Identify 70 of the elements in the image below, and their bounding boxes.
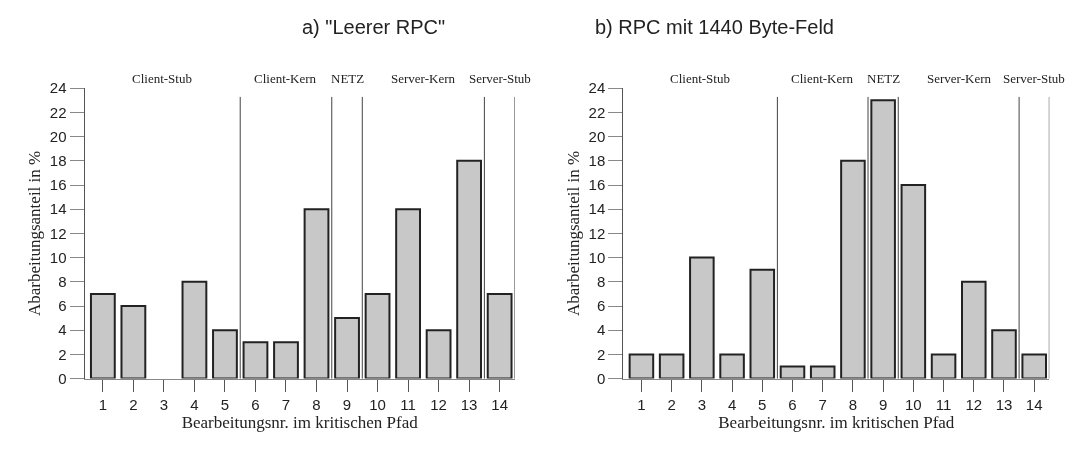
- y-tick-label: 20: [588, 127, 606, 145]
- x-tick-label: 2: [667, 395, 676, 413]
- y-tick-label: 6: [596, 297, 606, 315]
- y-tick-label: 22: [49, 103, 67, 121]
- x-tick-label: 6: [251, 395, 260, 413]
- x-tick-label: 7: [818, 395, 827, 413]
- y-axis-title: Abarbeitungsanteil in %: [25, 150, 45, 317]
- x-tick-label: 11: [400, 395, 416, 413]
- y-tick-label: 10: [49, 248, 67, 266]
- x-axis-title: Bearbeitungsnr. im kritischen Pfad: [181, 413, 419, 432]
- x-tick-label: 14: [491, 395, 508, 413]
- x-tick-label: 1: [637, 395, 646, 413]
- y-tick-label: 18: [588, 152, 606, 170]
- x-tick-label: 13: [995, 395, 1013, 413]
- x-axis-title: Bearbeitungsnr. im kritischen Pfad: [718, 413, 955, 432]
- x-tick-label: 10: [369, 395, 386, 413]
- x-tick-label: 13: [460, 395, 478, 413]
- text: Server-Stub: [469, 71, 531, 86]
- y-tick-label: 16: [49, 176, 67, 194]
- y-tick-label: 4: [58, 321, 67, 339]
- y-tick-label: 20: [49, 127, 67, 145]
- x-tick-label: 8: [312, 395, 321, 413]
- x-tick-label: 3: [159, 395, 169, 413]
- x-tick-label: 14: [1025, 395, 1043, 413]
- x-tick-label: 4: [727, 395, 737, 413]
- y-tick-label: 22: [588, 103, 606, 121]
- y-tick-label: 12: [49, 224, 67, 242]
- x-tick-label: 10: [905, 395, 922, 413]
- y-tick-label: 0: [596, 369, 606, 387]
- y-tick-label: 2: [596, 345, 606, 363]
- x-tick-label: 5: [220, 395, 230, 413]
- x-tick-label: 9: [342, 395, 352, 413]
- y-tick-label: 4: [596, 321, 606, 339]
- x-tick-label: 7: [281, 395, 291, 413]
- y-tick-label: 16: [588, 176, 606, 194]
- y-tick-label: 14: [588, 200, 606, 218]
- y-tick-label: 24: [49, 79, 67, 97]
- text: Client-Stub: [670, 71, 730, 86]
- y-tick-label: 8: [58, 273, 67, 291]
- y-tick-label: 18: [49, 152, 67, 170]
- y-tick-label: 14: [49, 200, 67, 218]
- x-tick-label: 1: [98, 395, 108, 413]
- x-tick-label: 6: [788, 395, 797, 413]
- y-axis-title: Abarbeitungsanteil in %: [564, 150, 584, 317]
- y-tick-label: 8: [596, 273, 606, 291]
- x-tick-label: 4: [190, 395, 199, 413]
- text: Client-Kern: [254, 71, 317, 86]
- text: Server-Kern: [391, 71, 456, 86]
- text: Client-Kern: [791, 71, 854, 86]
- y-tick-label: 24: [588, 79, 606, 97]
- text: NETZ: [867, 71, 901, 86]
- text: NETZ: [331, 71, 365, 86]
- text: Client-Stub: [132, 71, 192, 86]
- y-tick-label: 6: [58, 297, 67, 315]
- x-tick-label: 3: [697, 395, 707, 413]
- y-tick-label: 0: [58, 369, 67, 387]
- text: Server-Stub: [1003, 71, 1065, 86]
- x-tick-label: 8: [848, 395, 858, 413]
- y-tick-label: 2: [58, 345, 67, 363]
- x-tick-label: 2: [129, 395, 138, 413]
- x-tick-label: 11: [935, 395, 952, 413]
- chart-title: a) "Leerer RPC": [302, 16, 446, 38]
- x-tick-label: 12: [965, 395, 983, 413]
- y-tick-label: 10: [588, 248, 606, 266]
- x-tick-label: 9: [878, 395, 888, 413]
- text: Server-Kern: [927, 71, 992, 86]
- x-tick-label: 5: [758, 395, 767, 413]
- x-tick-label: 12: [430, 395, 447, 413]
- chart-title: b) RPC mit 1440 Byte-Feld: [595, 16, 834, 38]
- y-tick-label: 12: [588, 224, 606, 242]
